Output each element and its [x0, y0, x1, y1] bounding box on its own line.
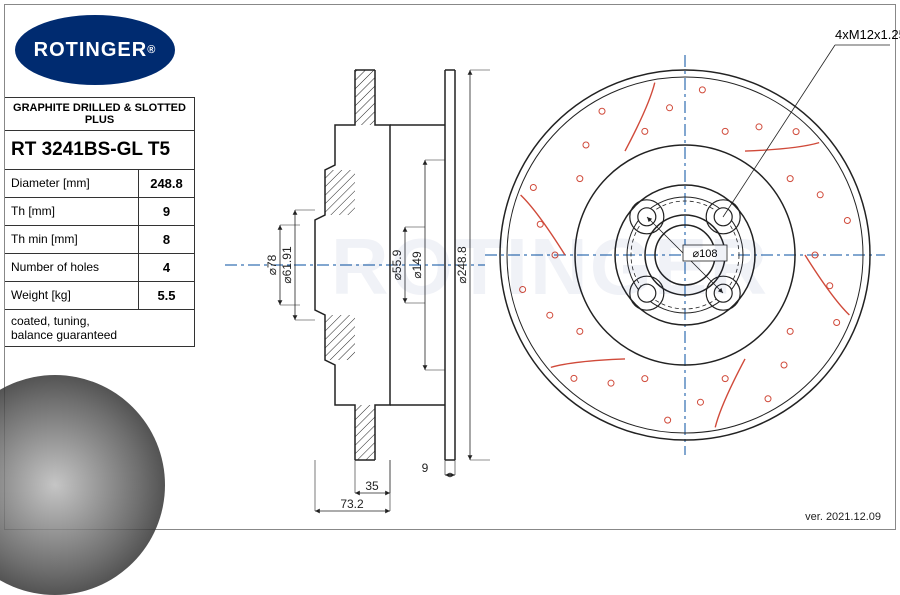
section-view: ⌀78⌀61.91 ⌀55.9 ⌀149 ⌀248.8 9 3573.2	[225, 70, 490, 511]
spec-value: 5.5	[139, 282, 194, 309]
svg-text:⌀248.8: ⌀248.8	[455, 246, 469, 284]
spec-row: Diameter [mm] 248.8	[5, 170, 194, 198]
thread-callout: 4xM12x1.25-6H	[835, 27, 900, 42]
spec-header: GRAPHITE DRILLED & SLOTTED PLUS	[5, 98, 194, 131]
svg-text:⌀61.91: ⌀61.91	[280, 246, 294, 284]
spec-row: Th [mm] 9	[5, 198, 194, 226]
sheet-border: ROTINGER® GRAPHITE DRILLED & SLOTTED PLU…	[4, 4, 896, 530]
drawing-area: ROTINGER	[205, 5, 895, 529]
spec-label: Number of holes	[5, 254, 139, 281]
spec-row: Number of holes 4	[5, 254, 194, 282]
registered-mark: ®	[147, 44, 156, 56]
spec-label: Diameter [mm]	[5, 170, 139, 197]
spec-value: 4	[139, 254, 194, 281]
spec-label: Weight [kg]	[5, 282, 139, 309]
brand-text: ROTINGER	[34, 39, 148, 62]
svg-text:⌀78: ⌀78	[265, 254, 279, 275]
svg-text:35: 35	[365, 479, 379, 493]
spec-notes: coated, tuning, balance guaranteed	[5, 310, 194, 347]
front-view: ⌀108 4xM12x1.25-6H	[485, 27, 900, 455]
svg-text:73.2: 73.2	[340, 497, 364, 511]
brand-logo: ROTINGER®	[15, 15, 175, 85]
spec-row: Th min [mm] 8	[5, 226, 194, 254]
spec-value: 248.8	[139, 170, 194, 197]
spec-row: Weight [kg] 5.5	[5, 282, 194, 310]
svg-text:⌀55.9: ⌀55.9	[390, 249, 404, 280]
disc-photo	[0, 375, 165, 595]
svg-text:⌀149: ⌀149	[410, 251, 424, 279]
spec-label: Th [mm]	[5, 198, 139, 225]
pcd-text: ⌀108	[693, 248, 718, 260]
spec-panel: GRAPHITE DRILLED & SLOTTED PLUS RT 3241B…	[5, 97, 195, 347]
version-label: ver. 2021.12.09	[805, 511, 881, 523]
spec-value: 9	[139, 198, 194, 225]
spec-label: Th min [mm]	[5, 226, 139, 253]
svg-text:9: 9	[422, 461, 429, 475]
part-number: RT 3241BS-GL T5	[5, 131, 194, 170]
technical-drawing: ⌀78⌀61.91 ⌀55.9 ⌀149 ⌀248.8 9 3573.2	[205, 5, 900, 531]
spec-value: 8	[139, 226, 194, 253]
